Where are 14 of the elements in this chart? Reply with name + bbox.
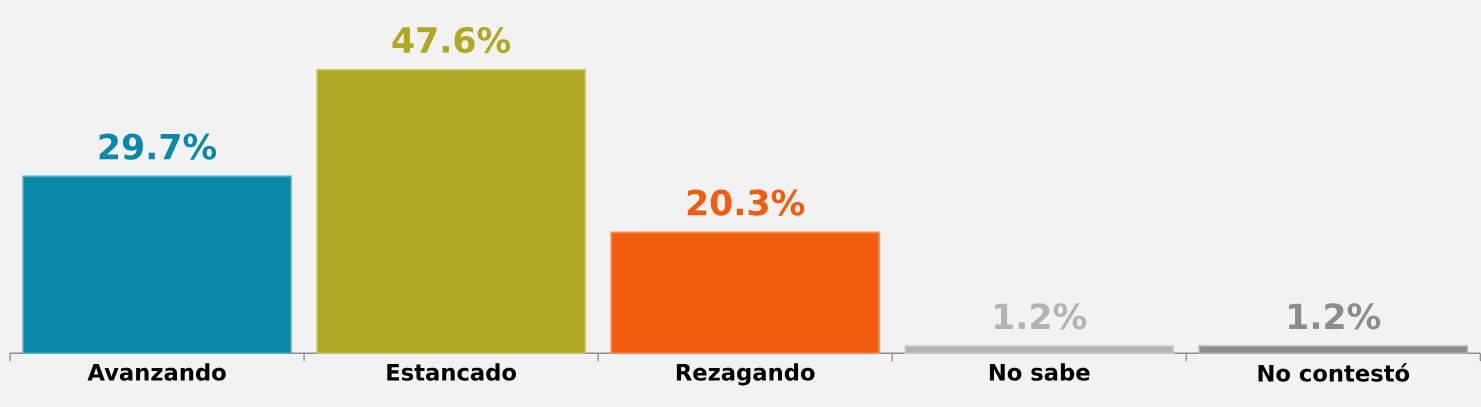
- bar: [610, 231, 880, 355]
- data-label: 47.6%: [392, 27, 511, 54]
- data-label: 29.7%: [99, 133, 217, 160]
- data-label: 1.2%: [995, 303, 1087, 330]
- x-tick-label: No contestó: [1258, 363, 1410, 382]
- bar: [904, 345, 1174, 355]
- data-label: 20.3%: [687, 189, 805, 216]
- x-tick-label: Rezagando: [676, 363, 815, 386]
- bar: [316, 69, 586, 355]
- bar: [22, 175, 292, 355]
- x-tick-label: Avanzando: [87, 363, 226, 382]
- x-tick-label: Estancado: [387, 363, 517, 382]
- x-tick-label: No sabe: [989, 363, 1090, 382]
- data-label: 1.2%: [1289, 303, 1381, 330]
